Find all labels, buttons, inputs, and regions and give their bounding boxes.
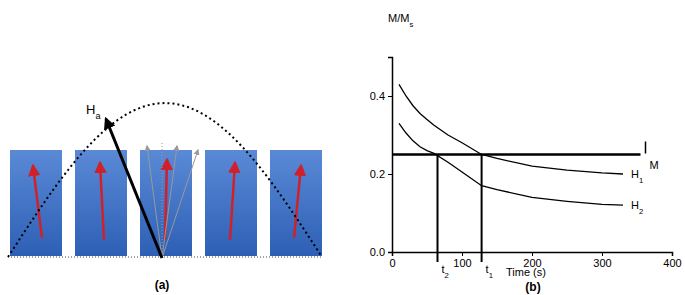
annotations: Mt2 t1 bbox=[438, 142, 659, 280]
field-label: Ha bbox=[86, 102, 101, 121]
field-direction bbox=[162, 150, 198, 258]
y-axis-title: M/Ms bbox=[388, 12, 413, 29]
baseline bbox=[8, 257, 322, 258]
x-axis-line bbox=[393, 253, 673, 257]
time-label: t2 bbox=[442, 263, 449, 280]
panel-a: Ha (a) bbox=[8, 102, 322, 292]
panel-label: (a) bbox=[155, 278, 170, 292]
moment-arrow bbox=[294, 166, 301, 238]
x-tick-label: 100 bbox=[453, 257, 471, 269]
x-tick: 0 bbox=[389, 252, 395, 269]
x-tick-mark bbox=[602, 252, 603, 256]
x-tick-label: 400 bbox=[663, 257, 681, 269]
y-tick-label: 0.2 bbox=[370, 168, 385, 180]
y-tick: 0.2 bbox=[370, 168, 392, 180]
series-line bbox=[399, 84, 623, 174]
magnet-block bbox=[75, 150, 127, 256]
y-tick: 0.0 bbox=[370, 246, 392, 258]
time-label: t1 bbox=[486, 263, 493, 280]
series-label-subscript: 2 bbox=[639, 207, 643, 216]
x-tick: 300 bbox=[593, 252, 611, 269]
time-label-subscript: 2 bbox=[445, 271, 449, 280]
figure: Ha(a)01002003004000.00.20.4Time (s)M/Ms(… bbox=[0, 0, 685, 295]
x-tick: 100 bbox=[453, 252, 471, 269]
field-profile bbox=[8, 103, 322, 257]
magnet-block bbox=[270, 150, 322, 256]
moment-arrow bbox=[230, 163, 235, 240]
y-tick-mark bbox=[388, 174, 392, 175]
series-label-subscript: 1 bbox=[639, 176, 643, 185]
series-line bbox=[399, 123, 623, 205]
vertical-guide bbox=[162, 142, 163, 258]
y-tick: 0.4 bbox=[370, 90, 392, 102]
magnet-block bbox=[140, 150, 192, 256]
y-tick-label: 0.0 bbox=[370, 246, 385, 258]
x-tick-mark bbox=[462, 252, 463, 256]
field-label-subscript: a bbox=[95, 111, 101, 121]
magnet-block bbox=[205, 150, 257, 256]
level-marker bbox=[645, 142, 647, 154]
series-label: H2 bbox=[631, 199, 643, 216]
plot-area bbox=[392, 84, 641, 205]
x-tick-mark bbox=[672, 252, 673, 256]
y-axis-title-subscript: s bbox=[409, 20, 413, 29]
x-tick: 400 bbox=[663, 252, 681, 269]
level-label: M bbox=[650, 159, 659, 171]
y-tick-label: 0.4 bbox=[370, 90, 385, 102]
x-tick-label: 0 bbox=[389, 257, 395, 269]
series-label: H1 bbox=[631, 168, 643, 185]
time-marker bbox=[481, 155, 483, 263]
moment-arrow bbox=[33, 166, 42, 238]
magnet-block bbox=[10, 150, 62, 256]
field-direction bbox=[162, 146, 177, 258]
applied-field-arrow bbox=[106, 119, 162, 258]
x-axis-title: Time (s) bbox=[506, 266, 546, 278]
panel-label: (b) bbox=[525, 280, 540, 294]
x-tick-label: 300 bbox=[593, 257, 611, 269]
time-marker bbox=[437, 155, 439, 263]
x-tick-mark bbox=[532, 252, 533, 256]
y-tick-mark bbox=[388, 252, 392, 253]
level-line bbox=[392, 153, 641, 156]
y-axis-line bbox=[388, 58, 393, 253]
moment-arrow bbox=[100, 163, 104, 240]
y-tick-mark bbox=[388, 96, 392, 97]
time-label-subscript: 1 bbox=[489, 271, 493, 280]
panel-b: 01002003004000.00.20.4Time (s)M/Ms(b)Mt2… bbox=[370, 12, 682, 294]
y-axis: 0.0 0.2 0.4 bbox=[370, 58, 393, 259]
